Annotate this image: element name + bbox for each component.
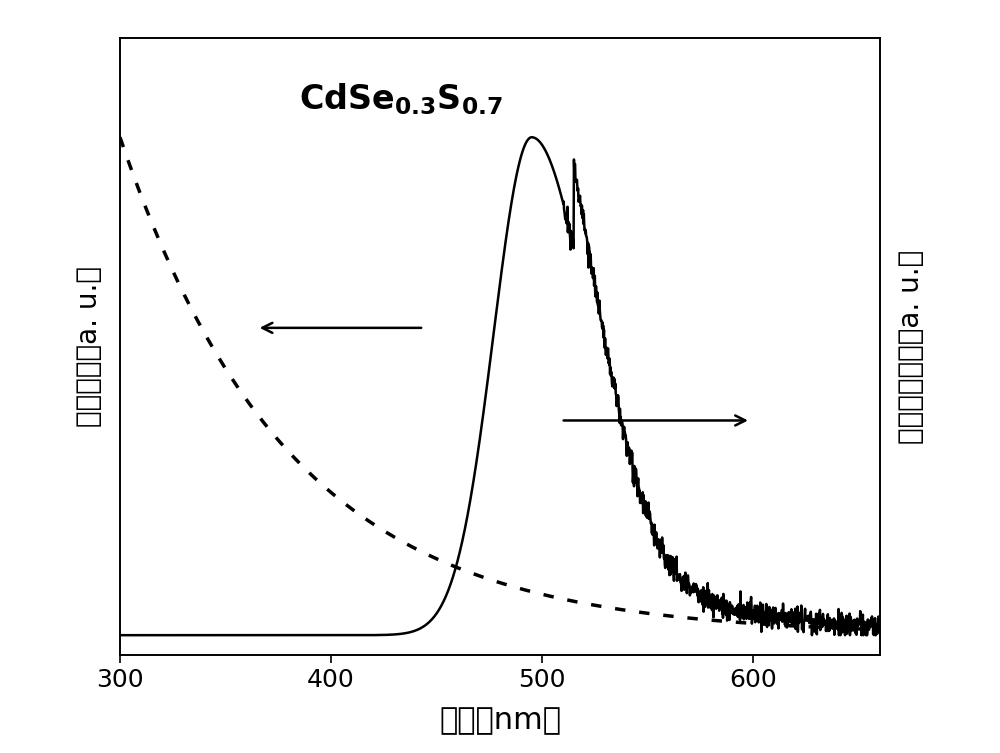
Y-axis label: 荧光发射强度（a. u.）: 荧光发射强度（a. u.） <box>897 249 925 444</box>
Y-axis label: 吸收强度（a. u.）: 吸收强度（a. u.） <box>75 266 103 427</box>
Text: $\mathbf{CdSe_{0.3}S_{0.7}}$: $\mathbf{CdSe_{0.3}S_{0.7}}$ <box>299 81 503 117</box>
X-axis label: 波长（nm）: 波长（nm） <box>439 706 561 735</box>
